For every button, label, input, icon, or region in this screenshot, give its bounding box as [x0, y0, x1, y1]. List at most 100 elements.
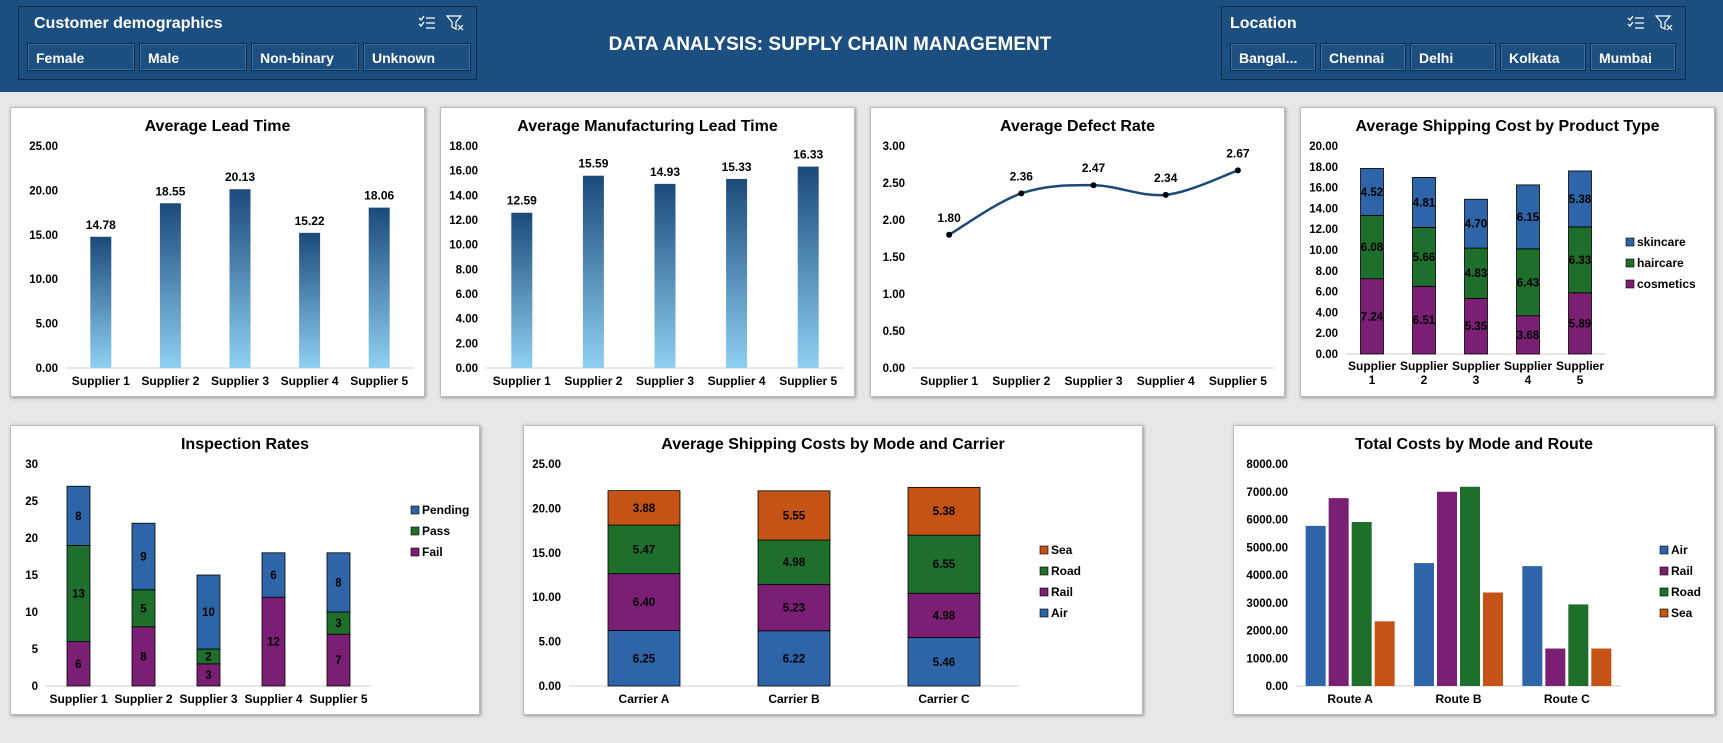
clear-filter-icon[interactable] — [446, 15, 464, 31]
location-slicer: Location Bangal... Chennai Delhi Kolkata… — [1221, 6, 1686, 80]
bar-segment-skincare — [1360, 168, 1384, 216]
bar-segment-pending — [66, 485, 91, 546]
location-slicer-title: Location — [1230, 15, 1297, 32]
data-label: 7.24 — [1361, 311, 1384, 323]
multi-select-icon[interactable] — [1627, 15, 1645, 31]
data-label: 9 — [140, 552, 146, 564]
bar-segment-skincare — [1516, 184, 1540, 250]
data-point — [946, 231, 953, 238]
slicer-item-delhi[interactable]: Delhi — [1410, 43, 1496, 71]
data-label: 13 — [72, 589, 85, 601]
legend-swatch — [1625, 237, 1635, 247]
bar — [368, 207, 390, 368]
chart-title: Inspection Rates — [180, 436, 310, 453]
x-tick-label: Supplier 3 — [211, 374, 269, 388]
slicer-item-unknown[interactable]: Unknown — [363, 43, 471, 71]
x-tick-label: Route C — [1544, 692, 1590, 706]
slicer-item-mumbai[interactable]: Mumbai — [1590, 43, 1676, 71]
y-tick-label: 25.00 — [532, 459, 561, 471]
data-label: 7 — [335, 655, 341, 667]
y-tick-label: 0.00 — [456, 363, 478, 375]
x-tick-label: Route A — [1327, 692, 1373, 706]
bar — [582, 175, 604, 368]
x-tick-label: Route B — [1436, 692, 1482, 706]
x-tick-label-line2: 5 — [1577, 373, 1584, 387]
x-tick-label: Supplier 5 — [1209, 374, 1267, 388]
bar-rail — [1437, 491, 1457, 686]
data-point — [1234, 167, 1241, 174]
y-tick-label: 0.00 — [1266, 681, 1288, 693]
bar — [229, 189, 251, 368]
y-tick-label: 1000.00 — [1246, 653, 1288, 665]
slicer-item-non-binary[interactable]: Non-binary — [251, 43, 359, 71]
x-tick-label: Supplier 4 — [244, 692, 302, 706]
bar-segment-air — [907, 637, 981, 687]
slicer-item-male[interactable]: Male — [139, 43, 247, 71]
y-tick-label: 0.00 — [1316, 349, 1338, 361]
x-tick-label: Carrier B — [768, 692, 820, 706]
legend-label: Fail — [422, 545, 443, 559]
data-label: 6.25 — [633, 653, 656, 665]
y-tick-label: 5.00 — [36, 319, 58, 331]
y-tick-label: 14.00 — [449, 190, 478, 202]
x-tick-label: Supplier 4 — [281, 374, 339, 388]
data-label: 5.46 — [933, 657, 955, 669]
bar-segment-sea — [907, 486, 981, 536]
data-label: 3.68 — [1517, 330, 1540, 342]
y-tick-label: 2.50 — [883, 178, 905, 190]
legend-label: Air — [1051, 606, 1068, 620]
data-label: 3.88 — [633, 503, 656, 515]
bar-road — [1568, 604, 1589, 686]
clear-filter-icon[interactable] — [1655, 15, 1673, 31]
data-label: 6.43 — [1517, 277, 1539, 289]
data-label: 5 — [140, 603, 147, 615]
data-label: 5.23 — [783, 603, 805, 615]
bar-segment-road — [607, 524, 681, 575]
y-tick-label: 6.00 — [1316, 287, 1338, 299]
bar-segment-pending — [196, 574, 221, 650]
chart-title: Average Manufacturing Lead Time — [517, 118, 778, 135]
x-tick-label: Supplier 3 — [636, 374, 694, 388]
legend-swatch — [1039, 587, 1049, 597]
x-tick-label: Supplier 5 — [309, 692, 367, 706]
data-label: 2.47 — [1082, 161, 1106, 175]
y-tick-label: 5.00 — [539, 637, 561, 649]
y-tick-label: 20 — [25, 533, 38, 545]
series-line — [948, 169, 1239, 236]
y-tick-label: 3000.00 — [1246, 598, 1288, 610]
y-tick-label: 25.00 — [29, 141, 58, 153]
legend-swatch — [1659, 587, 1669, 597]
data-label: 2 — [205, 651, 211, 663]
y-tick-label: 2000.00 — [1246, 626, 1288, 638]
x-tick-label: Supplier 2 — [141, 374, 199, 388]
y-tick-label: 10.00 — [532, 592, 561, 604]
slicer-item-bangalore[interactable]: Bangal... — [1230, 43, 1316, 71]
x-tick-label: Supplier 1 — [493, 374, 551, 388]
y-tick-label: 2.00 — [1316, 328, 1338, 340]
bar-segment-sea — [757, 490, 831, 541]
bar-road — [1460, 486, 1480, 686]
demographics-slicer-title: Customer demographics — [34, 15, 223, 32]
y-tick-label: 10.00 — [1309, 245, 1338, 257]
x-tick-label: Supplier 4 — [708, 374, 766, 388]
y-tick-label: 5 — [32, 644, 39, 656]
y-tick-label: 4.00 — [1316, 307, 1338, 319]
data-label: 6.55 — [933, 559, 956, 571]
bar-segment-road — [907, 534, 981, 594]
bar-segment-skincare — [1412, 177, 1436, 228]
bar-road — [1351, 521, 1372, 686]
multi-select-icon[interactable] — [418, 15, 436, 31]
slicer-item-chennai[interactable]: Chennai — [1320, 43, 1406, 71]
slicer-item-female[interactable]: Female — [27, 43, 135, 71]
data-label: 2.67 — [1226, 146, 1250, 160]
defect-rate-chart: Average Defect Rate 0.00 0.50 1.00 1.50 2.00… — [870, 107, 1285, 397]
data-label: 18.06 — [364, 189, 394, 203]
bar-segment-rail — [907, 592, 981, 638]
legend-swatch — [410, 505, 420, 515]
data-label: 15.33 — [722, 160, 752, 174]
data-label: 6.15 — [1517, 212, 1540, 224]
data-label: 12 — [267, 637, 280, 649]
slicer-item-kolkata[interactable]: Kolkata — [1500, 43, 1586, 71]
data-label: 5.55 — [783, 510, 806, 522]
x-tick-label: Supplier 2 — [564, 374, 622, 388]
